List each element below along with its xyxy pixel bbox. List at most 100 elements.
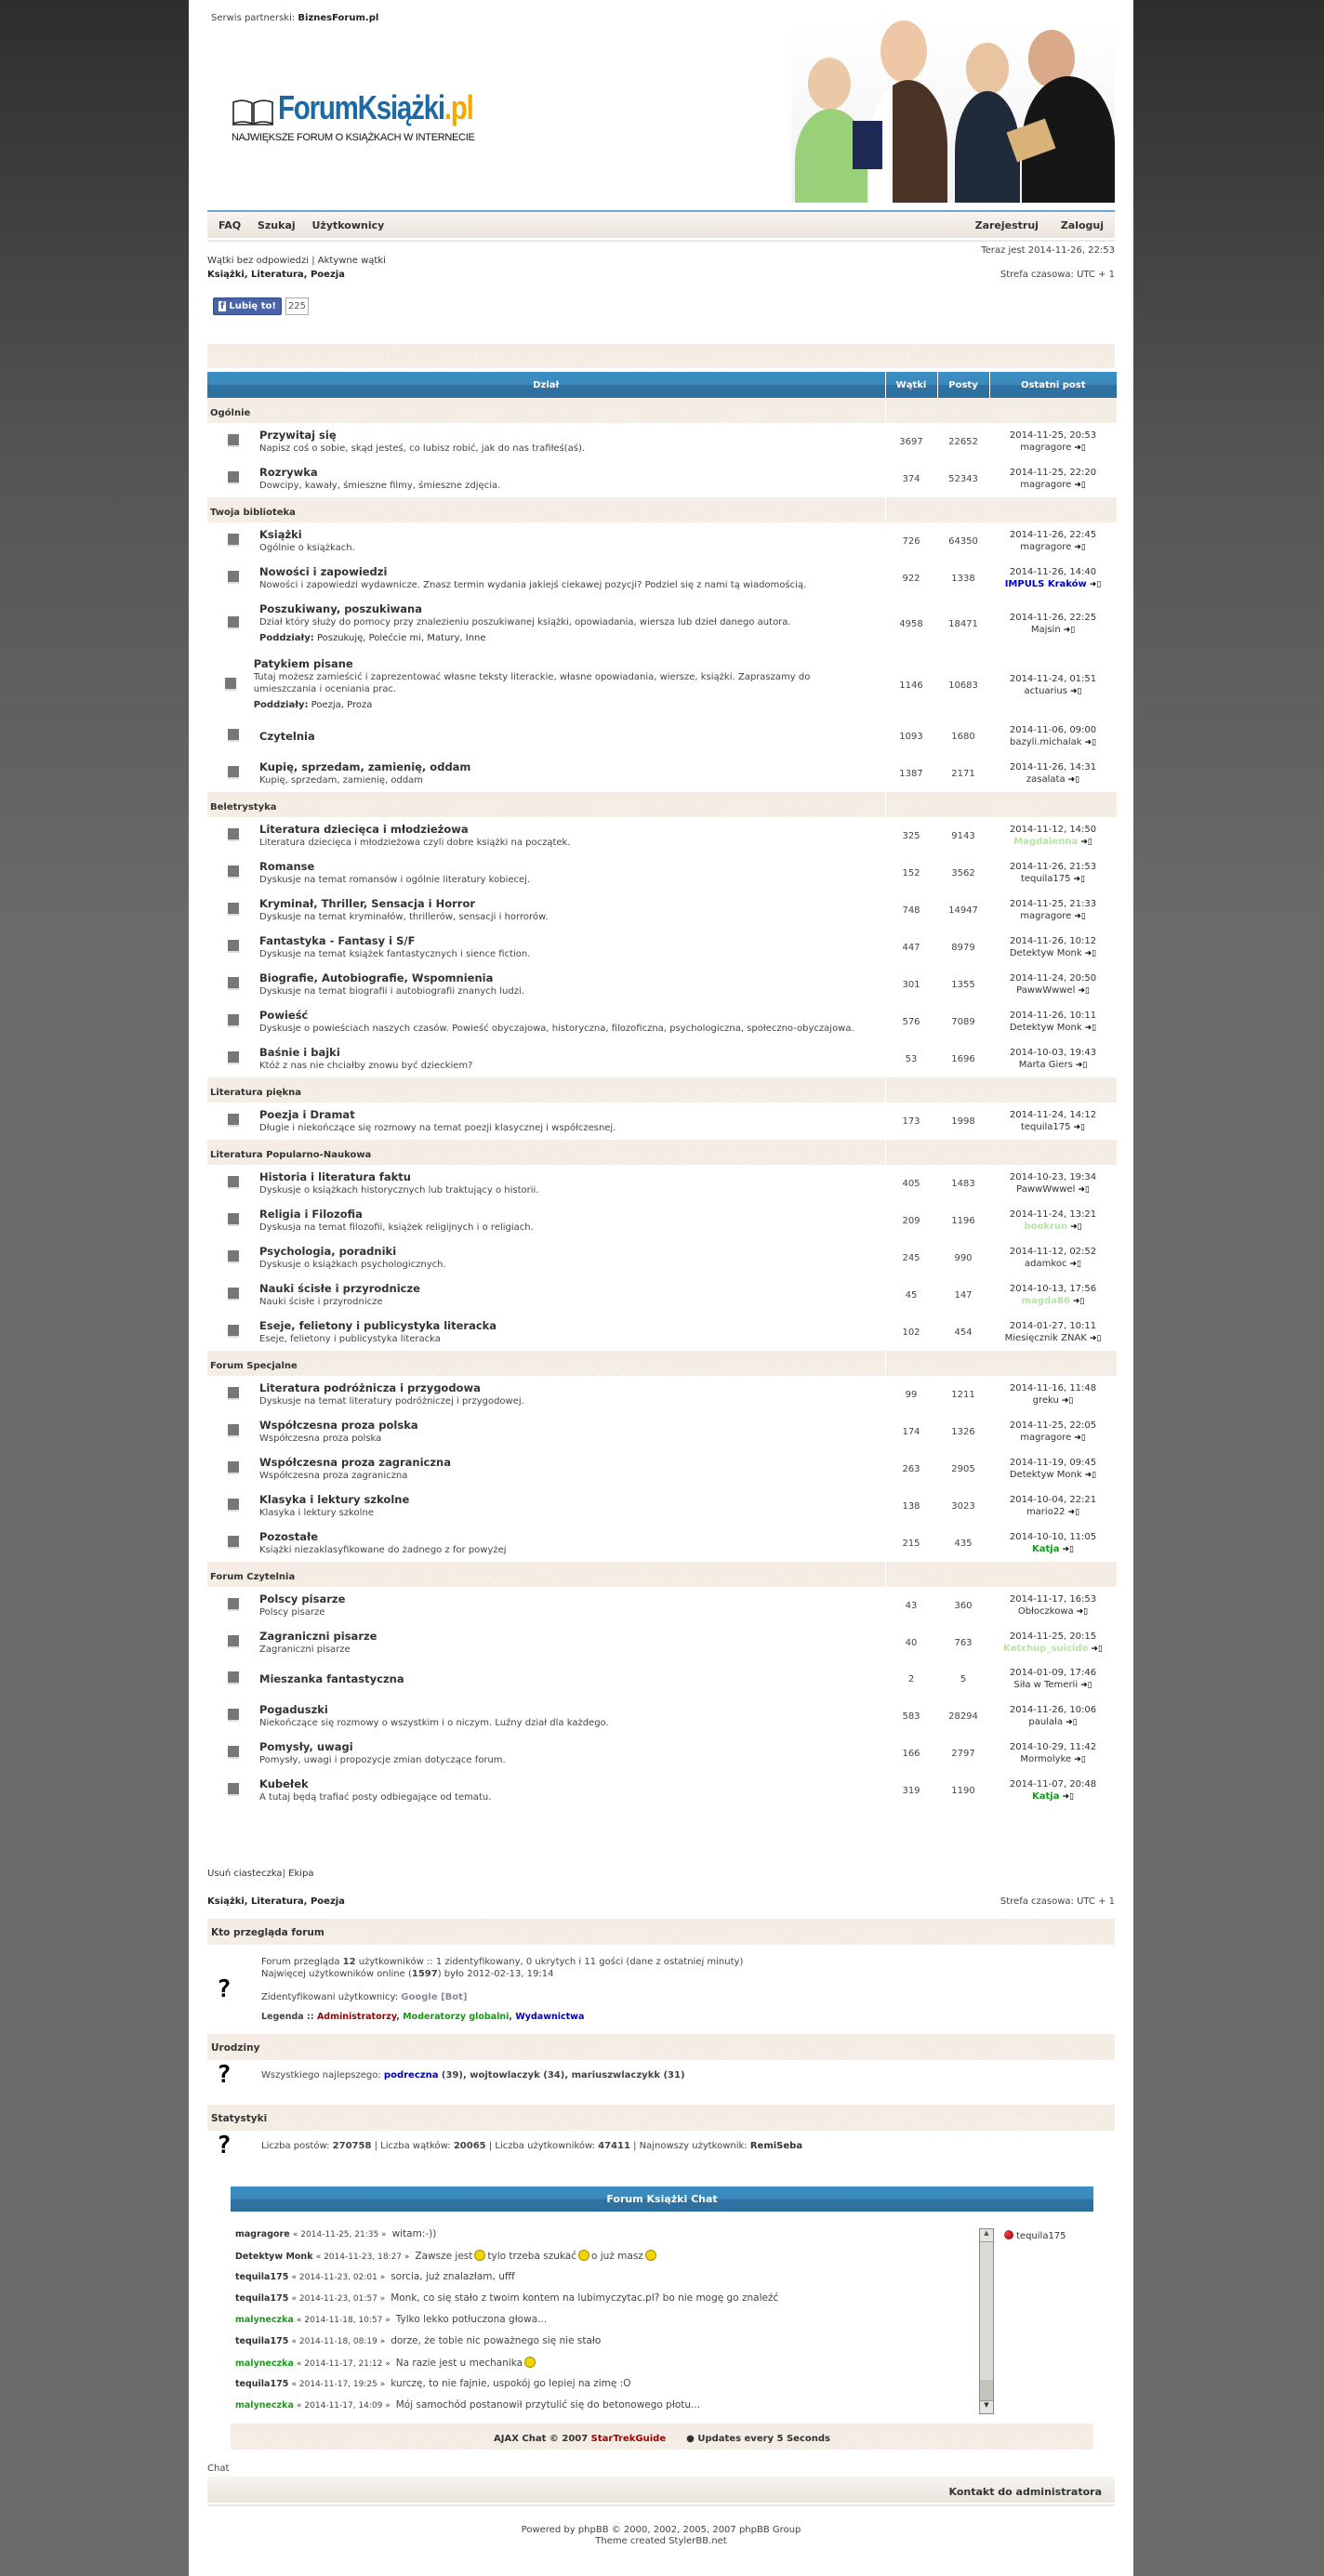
forum-title-link[interactable]: Romanse [259,860,315,873]
forum-title-link[interactable]: Literatura podróżnicza i przygodowa [259,1381,481,1394]
forum-title-link[interactable]: Historia i literatura faktu [259,1170,411,1183]
go-to-post-icon[interactable]: ➜▯ [1073,1122,1086,1132]
go-to-post-icon[interactable]: ➜▯ [1074,443,1086,453]
last-post-user[interactable]: magragore [1020,442,1072,453]
partner-name[interactable]: BiznesForum.pl [298,13,379,23]
go-to-post-icon[interactable]: ➜▯ [1084,1470,1097,1480]
forum-title-link[interactable]: Eseje, felietony i publicystyka literack… [259,1319,497,1332]
nav-register[interactable]: Zarejestruj [974,218,1039,231]
scroll-down-icon[interactable]: ▼ [980,2400,993,2413]
forum-title-link[interactable]: Fantastyka - Fantasy i S/F [259,934,416,947]
last-post-user[interactable]: adamkoc [1025,1258,1067,1269]
link-active[interactable]: Aktywne wątki [317,256,386,266]
forum-title-link[interactable]: Pomysły, uwagi [259,1740,353,1753]
subforum-links[interactable]: Poezja, Proza [311,700,373,710]
nav-login[interactable]: Zaloguj [1060,218,1104,231]
go-to-post-icon[interactable]: ➜▯ [1074,1433,1086,1443]
nav-users[interactable]: Użytkownicy [311,218,385,231]
forum-title-link[interactable]: Pogaduszki [259,1703,328,1716]
scroll-up-icon[interactable]: ▲ [980,2229,993,2242]
forum-title-link[interactable]: Współczesna proza zagraniczna [259,1456,452,1469]
last-post-user[interactable]: Ketchup_suicide [1003,1643,1089,1654]
forum-title-link[interactable]: Religia i Filozofia [259,1208,363,1221]
go-to-post-icon[interactable]: ➜▯ [1074,480,1086,490]
chat-scrollbar[interactable]: ▲ ▼ [979,2228,994,2414]
forum-title-link[interactable]: Poszukiwany, poszukiwana [259,602,422,615]
last-post-user[interactable]: Katja [1032,1543,1060,1554]
legend-global-mods[interactable]: Moderatorzy globalni [403,2012,510,2022]
go-to-post-icon[interactable]: ➜▯ [1089,1333,1102,1343]
chat-user[interactable]: tequila175 [235,2379,289,2389]
last-post-user[interactable]: Mormolyke [1020,1753,1072,1764]
go-to-post-icon[interactable]: ➜▯ [1078,1184,1090,1195]
forum-title-link[interactable]: Współczesna proza polska [259,1419,418,1432]
last-post-user[interactable]: Detektyw Monk [1009,1022,1082,1033]
go-to-post-icon[interactable]: ➜▯ [1063,626,1076,635]
chat-user[interactable]: tequila175 [235,2272,289,2282]
nav-search[interactable]: Szukaj [257,218,296,231]
chat-user[interactable]: malyneczka [235,2315,294,2325]
go-to-post-icon[interactable]: ➜▯ [1067,774,1080,785]
last-post-user[interactable]: Magdalenna [1013,836,1079,847]
birthday-user[interactable]: podreczna [383,2070,439,2081]
forum-title-link[interactable]: Baśnie i bajki [259,1046,340,1059]
last-post-user[interactable]: Detektyw Monk [1009,947,1082,958]
last-post-user[interactable]: paulala [1028,1716,1064,1727]
go-to-post-icon[interactable]: ➜▯ [1067,1507,1080,1517]
forum-title-link[interactable]: Kupię, sprzedam, zamienię, oddam [259,760,471,773]
last-post-user[interactable]: zasalata [1026,773,1066,785]
chat-user[interactable]: Detektyw Monk [235,2252,313,2262]
newest-user[interactable]: RemiSeba [749,2141,803,2151]
subforum-links[interactable]: Poszukuję, Polećcie mi, Matury, Inne [316,633,486,643]
like-button[interactable]: f Lubię to! [213,297,282,315]
forum-title-link[interactable]: Patykiem pisane [253,657,353,670]
forum-title-link[interactable]: Mieszanka fantastyczna [259,1672,404,1685]
scroll-thumb[interactable] [980,2380,993,2400]
chat-user[interactable]: tequila175 [235,2336,289,2346]
go-to-post-icon[interactable]: ➜▯ [1072,1296,1085,1306]
category-name[interactable]: Literatura piękna [210,1088,301,1098]
go-to-post-icon[interactable]: ➜▯ [1091,1644,1103,1654]
category-name[interactable]: Forum Specjalne [210,1361,298,1371]
last-post-user[interactable]: IMPULS Kraków [1004,578,1087,589]
category-name[interactable]: Ogólnie [210,408,251,418]
last-post-user[interactable]: magragore [1020,479,1072,490]
forum-title-link[interactable]: Czytelnia [259,730,315,743]
forum-title-link[interactable]: Literatura dziecięca i młodzieżowa [259,823,469,836]
last-post-user[interactable]: greku [1032,1394,1059,1406]
online-user[interactable]: tequila175 [1004,2230,1066,2241]
go-to-post-icon[interactable]: ➜▯ [1074,542,1086,552]
forum-title-link[interactable]: Biografie, Autobiografie, Wspomnienia [259,971,494,984]
go-to-post-icon[interactable]: ➜▯ [1078,985,1090,996]
breadcrumb-bottom[interactable]: Książki, Literatura, Poezja [207,1896,345,1907]
go-to-post-icon[interactable]: ➜▯ [1076,1606,1089,1617]
forum-title-link[interactable]: Kryminał, Thriller, Sensacja i Horror [259,897,476,910]
delete-cookies-link[interactable]: Usuń ciasteczka [207,1869,283,1879]
last-post-user[interactable]: Obłoczkowa [1017,1605,1074,1617]
link-unanswered[interactable]: Wątki bez odpowiedzi [207,256,310,266]
go-to-post-icon[interactable]: ➜▯ [1066,1717,1078,1727]
facebook-like[interactable]: f Lubię to! 225 [213,297,310,315]
chat-user[interactable]: magragore [235,2229,290,2239]
go-to-post-icon[interactable]: ➜▯ [1061,1395,1074,1406]
go-to-post-icon[interactable]: ➜▯ [1075,1060,1088,1070]
startrekguide-link[interactable]: StarTrekGuide [590,2434,667,2444]
last-post-user[interactable]: magragore [1020,910,1072,921]
go-to-post-icon[interactable]: ➜▯ [1080,1681,1092,1690]
chat-user[interactable]: malyneczka [235,2400,294,2411]
go-to-post-icon[interactable]: ➜▯ [1089,579,1102,589]
chat-user[interactable]: tequila175 [235,2293,289,2304]
forum-title-link[interactable]: Poezja i Dramat [259,1108,355,1121]
last-post-user[interactable]: magragore [1020,1432,1072,1443]
last-post-user[interactable]: bazyli.michalak [1009,737,1082,747]
forum-title-link[interactable]: Pozostałe [259,1530,319,1543]
forum-title-link[interactable]: Polscy pisarze [259,1592,346,1605]
go-to-post-icon[interactable]: ➜▯ [1084,948,1097,958]
go-to-post-icon[interactable]: ➜▯ [1074,1754,1086,1764]
go-to-post-icon[interactable]: ➜▯ [1069,1259,1081,1269]
last-post-user[interactable]: magda86 [1021,1295,1070,1306]
go-to-post-icon[interactable]: ➜▯ [1062,1791,1074,1802]
forum-title-link[interactable]: Zagraniczni pisarze [259,1630,377,1643]
category-name[interactable]: Literatura Popularno-Naukowa [210,1150,372,1160]
contact-admin-link[interactable]: Kontakt do administratora [948,2486,1102,2498]
